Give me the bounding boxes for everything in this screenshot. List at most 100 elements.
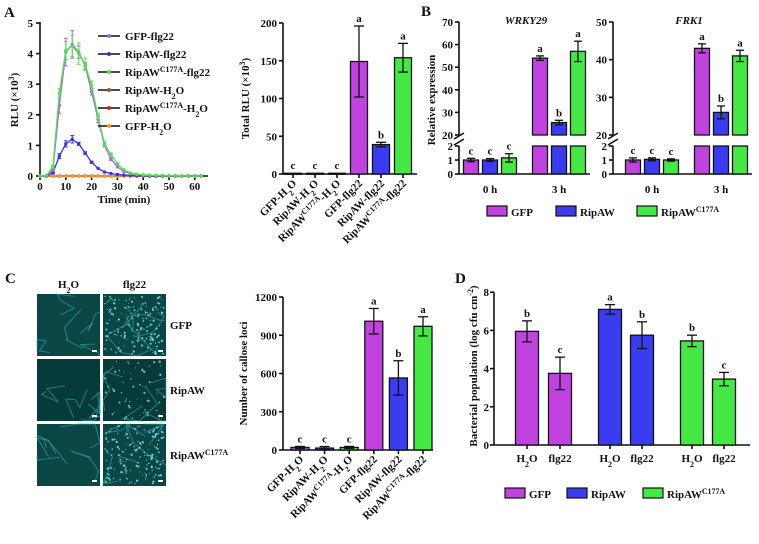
text-run: 30	[112, 181, 124, 193]
callose-deposit	[145, 329, 149, 333]
callose-deposit	[152, 307, 154, 309]
callose-deposit	[135, 448, 138, 451]
x-tick-label: H2O	[516, 453, 538, 469]
callose-deposit	[128, 406, 131, 409]
callose-deposit	[118, 448, 121, 450]
text-run: GFP	[529, 489, 551, 501]
y-tick-label: 0	[484, 440, 490, 452]
data-point	[96, 174, 100, 178]
chart-title: FRK1	[674, 15, 703, 27]
callose-deposit	[141, 368, 144, 372]
legend-item: GFP-H2O	[98, 121, 172, 137]
callose-deposit	[162, 459, 165, 462]
callose-deposit	[159, 325, 161, 326]
chart-b-frk1: 0 1 220 30 40 50 FRK1 c c c 0 h a b a 3 h	[596, 15, 752, 196]
leaf-vein	[36, 455, 60, 461]
callose-deposit	[128, 443, 131, 447]
panel-label-b: B	[421, 4, 431, 20]
callose-deposit	[130, 372, 132, 374]
text-run: 1	[28, 140, 34, 152]
x-tick-label: flg22	[712, 453, 736, 465]
leaf-vein	[102, 451, 118, 485]
text-run: 4	[484, 364, 490, 376]
data-point	[193, 174, 197, 178]
bar	[679, 340, 705, 446]
text-run: 0	[272, 169, 278, 181]
superscript: C177A	[160, 65, 184, 74]
data-point	[83, 151, 87, 155]
text-run: 1200	[255, 292, 278, 304]
text-run: a	[356, 13, 362, 25]
panel-label-d: D	[455, 271, 466, 287]
y-axis-label: Bacterial population (log cfu cm-2)	[466, 285, 481, 447]
callose-deposit	[142, 474, 144, 476]
callose-deposit	[157, 474, 160, 477]
callose-deposit	[156, 433, 158, 436]
legend-item: RipAW-flg22	[98, 49, 187, 61]
subscript: 2	[195, 110, 199, 119]
text-run: 0	[448, 169, 454, 181]
micrograph-background	[37, 359, 100, 421]
y-tick-label: 0	[28, 171, 34, 183]
text-run: a	[575, 28, 581, 40]
callose-deposit	[133, 445, 135, 448]
superscript: -2	[466, 289, 475, 296]
callose-deposit	[120, 391, 123, 394]
callose-deposit	[132, 350, 135, 353]
x-tick-label: flg22	[548, 453, 572, 465]
legend-label: GFP-H2O	[125, 121, 172, 137]
callose-deposit	[123, 372, 125, 374]
callose-deposit	[137, 332, 140, 334]
callose-deposit	[119, 454, 121, 456]
callose-deposit	[149, 312, 152, 314]
text-run: 20	[86, 181, 98, 193]
text-run: GFP	[511, 207, 533, 219]
legend-label: RipAWC177A-H2O	[125, 101, 208, 119]
bar-lower-segment	[531, 145, 549, 175]
callose-deposit	[144, 387, 146, 389]
text-run: 40	[596, 55, 608, 67]
text-run: 0	[37, 181, 43, 193]
callose-deposit	[147, 314, 150, 317]
text-run: c	[669, 146, 674, 158]
legend-label: RipAWC177A	[661, 205, 719, 220]
text-run: 600	[261, 369, 278, 381]
callose-deposit	[156, 345, 158, 348]
bar	[364, 320, 384, 451]
callose-deposit	[104, 377, 107, 380]
callose-deposit	[135, 432, 138, 435]
data-point	[38, 174, 42, 178]
x-tick-label: 50	[164, 181, 176, 193]
subscript: 2	[690, 460, 694, 469]
callose-deposit	[153, 333, 156, 336]
data-point	[51, 174, 55, 178]
y-axis-label: RLU (×103)	[7, 72, 22, 127]
y-tick-label: 20	[596, 130, 608, 142]
leaf-vein	[56, 293, 75, 316]
text-run: 70	[442, 17, 454, 29]
callose-deposit	[110, 466, 113, 469]
callose-deposit	[120, 471, 123, 474]
callose-deposit	[154, 352, 156, 355]
text-run: c	[507, 141, 512, 153]
callose-deposit	[128, 362, 130, 365]
callose-deposit	[159, 373, 162, 376]
callose-deposit	[136, 329, 139, 332]
bar-upper-segment	[731, 55, 749, 136]
callose-deposit	[137, 461, 139, 464]
callose-deposit	[158, 467, 161, 470]
callose-deposit	[144, 477, 147, 479]
callose-deposit	[158, 401, 161, 404]
callose-deposit	[160, 427, 162, 429]
callose-deposit	[128, 324, 130, 326]
subscript: 2	[293, 464, 302, 473]
text-run: c	[469, 145, 474, 157]
callose-deposit	[118, 341, 120, 343]
callose-deposit	[113, 468, 115, 470]
y-tick-label: 0	[272, 169, 278, 181]
y-tick-label: 2	[602, 141, 608, 153]
callose-deposit	[152, 361, 156, 364]
callose-deposit	[149, 335, 152, 338]
